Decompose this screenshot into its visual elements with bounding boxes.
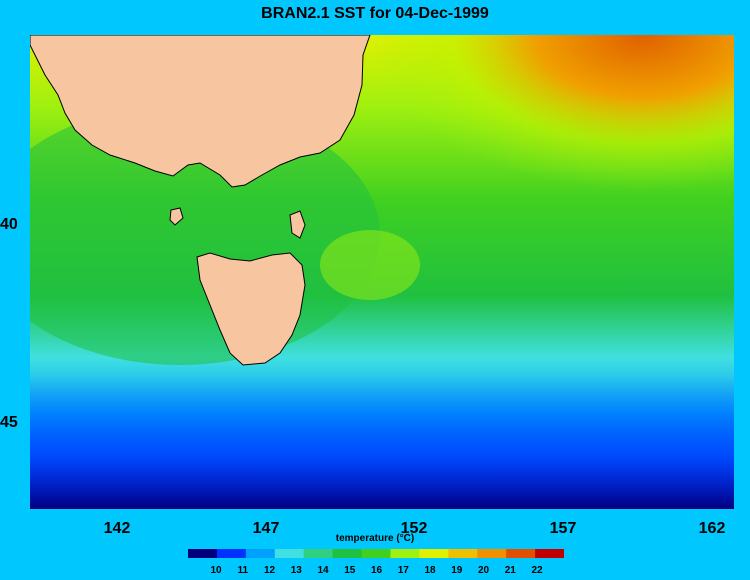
x-tick: 162 xyxy=(698,520,726,537)
y-tick: 40 xyxy=(0,216,18,233)
y-tick: 45 xyxy=(0,414,18,431)
deep-cold-region xyxy=(30,375,734,509)
mainland-australia xyxy=(30,35,371,188)
colorbar-tick: 14 xyxy=(317,565,329,576)
x-tick: 142 xyxy=(103,520,131,537)
colorbar xyxy=(188,549,564,558)
colorbar-tick: 11 xyxy=(237,565,249,576)
colorbar-tick: 17 xyxy=(397,565,409,576)
colorbar-segment xyxy=(419,549,449,558)
colorbar-tick: 19 xyxy=(451,565,463,576)
x-tick: 157 xyxy=(549,520,577,537)
colorbar-segment xyxy=(216,549,247,558)
colorbar-segment xyxy=(535,549,564,558)
eddy-region xyxy=(320,230,420,300)
colorbar-segment xyxy=(477,549,507,558)
colorbar-segment xyxy=(188,549,218,558)
colorbar-segment xyxy=(448,549,478,558)
colorbar-segment xyxy=(506,549,536,558)
colorbar-segment xyxy=(332,549,363,558)
colorbar-title: temperature (°C) xyxy=(335,533,415,544)
colorbar-tick: 15 xyxy=(344,565,356,576)
colorbar-segment xyxy=(303,549,334,558)
colorbar-tick: 10 xyxy=(210,565,222,576)
colorbar-tick: 16 xyxy=(370,565,383,576)
colorbar-segment xyxy=(245,549,276,558)
tasmania xyxy=(196,252,306,366)
colorbar-tick: 20 xyxy=(477,565,490,576)
colorbar-segment xyxy=(361,549,391,558)
colorbar-tick: 21 xyxy=(504,565,516,576)
colorbar-segment xyxy=(274,549,305,558)
colorbar-segment xyxy=(390,549,420,558)
colorbar-tick: 22 xyxy=(531,565,543,576)
map-title: BRAN2.1 SST for 04-Dec-1999 xyxy=(261,5,489,22)
colorbar-tick: 12 xyxy=(263,565,276,576)
colorbar-tick: 13 xyxy=(290,565,302,576)
sst-map xyxy=(30,35,734,509)
kangaroo-island xyxy=(169,207,184,226)
x-tick: 147 xyxy=(252,520,280,537)
colorbar-tick: 18 xyxy=(424,565,436,576)
x-tick: 152 xyxy=(400,520,428,537)
flinders-island xyxy=(289,210,306,239)
